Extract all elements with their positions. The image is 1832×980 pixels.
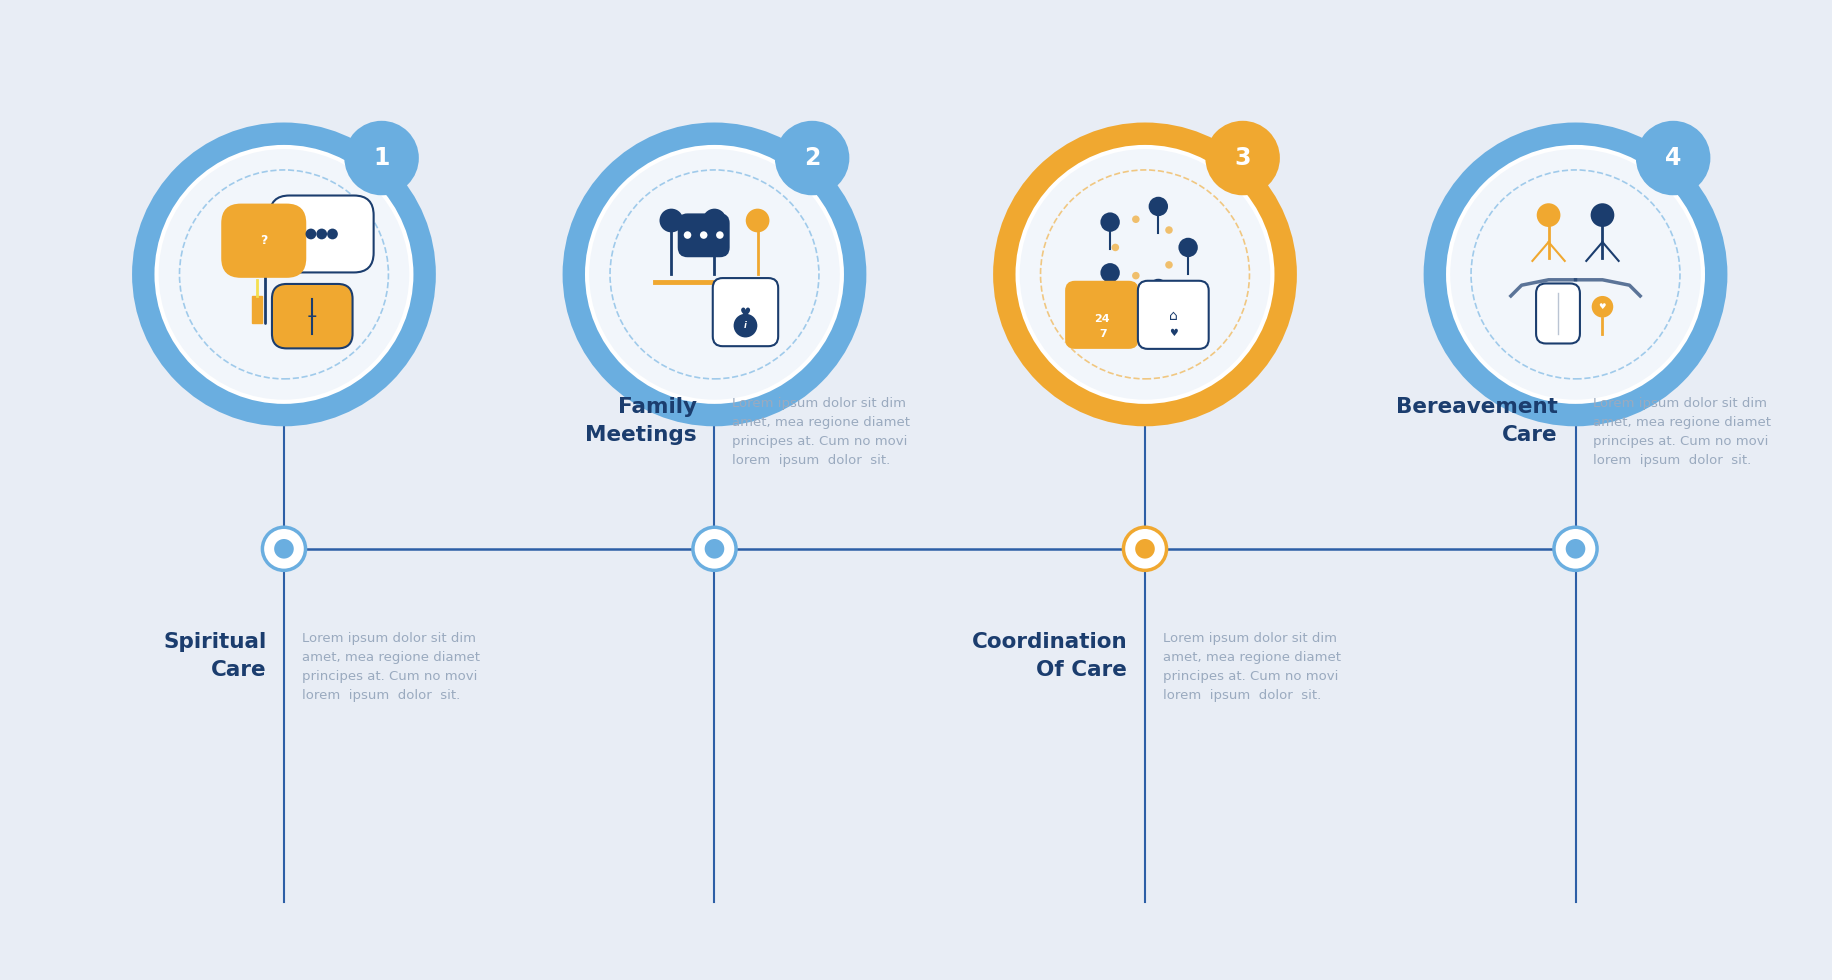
Circle shape: [1101, 263, 1119, 282]
Text: 7: 7: [1096, 328, 1108, 339]
Circle shape: [660, 209, 683, 232]
Text: Lorem ipsum dolor sit dim
amet, mea regione diamet
principes at. Cum no movi
lor: Lorem ipsum dolor sit dim amet, mea regi…: [1594, 397, 1772, 466]
Text: 3: 3: [1235, 146, 1251, 171]
Circle shape: [993, 122, 1297, 426]
Circle shape: [1592, 296, 1614, 318]
Text: Family
Meetings: Family Meetings: [584, 397, 696, 445]
Text: ♥: ♥: [740, 307, 751, 319]
Circle shape: [746, 209, 769, 232]
Text: Spiritual
Care: Spiritual Care: [163, 632, 266, 680]
FancyBboxPatch shape: [1064, 281, 1140, 349]
Circle shape: [1149, 278, 1169, 298]
Circle shape: [733, 314, 757, 337]
Text: ⌂: ⌂: [1169, 309, 1178, 322]
Circle shape: [1132, 216, 1140, 223]
Circle shape: [1123, 527, 1167, 570]
Circle shape: [1112, 244, 1119, 251]
Circle shape: [344, 121, 420, 195]
Circle shape: [705, 539, 724, 559]
Circle shape: [262, 527, 306, 570]
Text: ?: ?: [260, 234, 267, 247]
FancyBboxPatch shape: [269, 196, 374, 272]
Circle shape: [1178, 238, 1198, 257]
FancyBboxPatch shape: [678, 214, 729, 258]
Circle shape: [1205, 121, 1281, 195]
Circle shape: [562, 122, 867, 426]
Circle shape: [1636, 121, 1711, 195]
Text: Coordination
Of Care: Coordination Of Care: [971, 632, 1127, 680]
Circle shape: [317, 228, 328, 239]
Circle shape: [132, 122, 436, 426]
Circle shape: [1017, 147, 1273, 402]
Text: Lorem ipsum dolor sit dim
amet, mea regione diamet
principes at. Cum no movi
lor: Lorem ipsum dolor sit dim amet, mea regi…: [1163, 632, 1341, 702]
Text: +: +: [306, 310, 317, 323]
Text: 24: 24: [1094, 315, 1110, 324]
Circle shape: [1537, 203, 1561, 227]
Circle shape: [306, 228, 317, 239]
FancyBboxPatch shape: [1138, 281, 1209, 349]
Circle shape: [1136, 539, 1154, 559]
Circle shape: [692, 527, 736, 570]
Text: 4: 4: [1665, 146, 1682, 171]
Circle shape: [1566, 539, 1585, 559]
Circle shape: [1165, 226, 1172, 234]
FancyBboxPatch shape: [713, 278, 779, 346]
Circle shape: [1554, 527, 1598, 570]
Text: Lorem ipsum dolor sit dim
amet, mea regione diamet
principes at. Cum no movi
lor: Lorem ipsum dolor sit dim amet, mea regi…: [733, 397, 911, 466]
Text: 2: 2: [804, 146, 821, 171]
Circle shape: [1423, 122, 1728, 426]
Circle shape: [586, 147, 843, 402]
Circle shape: [775, 121, 850, 195]
Text: i: i: [744, 321, 747, 330]
Circle shape: [1447, 147, 1704, 402]
Circle shape: [1590, 203, 1614, 227]
Circle shape: [275, 539, 293, 559]
Circle shape: [703, 209, 725, 232]
Circle shape: [1132, 271, 1140, 279]
Circle shape: [700, 231, 707, 239]
Text: ♥: ♥: [1169, 327, 1178, 338]
FancyBboxPatch shape: [271, 284, 352, 349]
Circle shape: [1149, 197, 1169, 217]
Circle shape: [156, 147, 412, 402]
Circle shape: [1101, 213, 1119, 232]
Text: Lorem ipsum dolor sit dim
amet, mea regione diamet
principes at. Cum no movi
lor: Lorem ipsum dolor sit dim amet, mea regi…: [302, 632, 480, 702]
Text: Bereavement
Care: Bereavement Care: [1396, 397, 1557, 445]
Circle shape: [328, 228, 337, 239]
Text: ♥: ♥: [1599, 302, 1607, 312]
Text: 1: 1: [374, 146, 390, 171]
Bar: [251, 296, 262, 323]
Circle shape: [716, 231, 724, 239]
Circle shape: [683, 231, 691, 239]
Circle shape: [1165, 261, 1172, 269]
FancyBboxPatch shape: [222, 204, 306, 278]
FancyBboxPatch shape: [1535, 283, 1579, 344]
